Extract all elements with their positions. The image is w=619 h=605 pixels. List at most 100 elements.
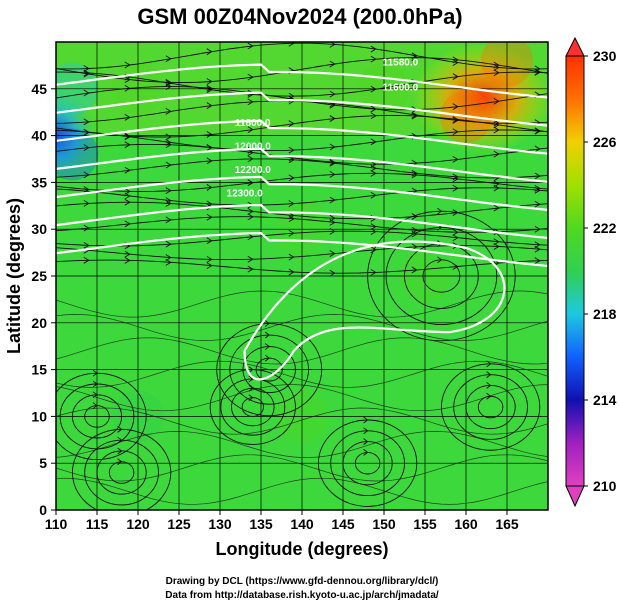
vortex-arrow: [92, 369, 98, 377]
streamline-arrow: [124, 133, 131, 141]
streamline-13: [56, 71, 548, 97]
streamline-arrow: [83, 89, 90, 97]
height-contours: 11580.0 11600.0 11800.0 12000.0 12200.0 12300…: [56, 57, 548, 381]
streamline-arrow: [247, 233, 254, 241]
streamline-arrow: [452, 156, 459, 163]
streamline-arrow: [165, 240, 172, 248]
streamline-arrow: [165, 139, 172, 146]
streamline-arrow: [165, 254, 172, 261]
contour-label: 11580.0: [383, 57, 419, 68]
streamline-arrow: [124, 250, 131, 258]
vortex-arrow: [92, 380, 98, 388]
streamline-arrow: [83, 224, 90, 232]
streamline-arrow: [370, 45, 377, 53]
streamline-10: [56, 115, 548, 138]
y-tick-label: 10: [31, 408, 47, 424]
streamline-arrow: [247, 213, 254, 221]
streamline-arrow: [288, 215, 295, 223]
contour-label: 12000.0: [235, 142, 272, 153]
streamline-8: [56, 143, 548, 165]
x-tick-label: 140: [290, 516, 314, 532]
streamline-arrow: [83, 128, 90, 136]
streamline-arrow: [534, 145, 541, 153]
colorbar-tick-label: 222: [593, 220, 617, 236]
streamline-arrow: [534, 127, 541, 135]
streamline-arrow: [247, 73, 254, 81]
x-tick-label: 115: [86, 516, 109, 532]
streamline-arrow: [288, 92, 295, 100]
y-tick-label: 0: [39, 502, 47, 518]
streamline-arrow: [534, 65, 541, 73]
colorbar-tick-label: 226: [593, 134, 617, 150]
y-tick-label: 45: [31, 81, 47, 97]
vortex-arrow: [363, 427, 369, 435]
streamline-arrow: [452, 184, 459, 192]
streamline-arrow: [165, 161, 172, 169]
streamline-17: [56, 454, 548, 482]
y-tick-label: 20: [31, 315, 47, 331]
x-tick-label: 150: [372, 516, 396, 532]
streamline-arrow: [206, 78, 213, 85]
streamline-7: [56, 158, 548, 179]
x-tick-label: 120: [126, 516, 150, 532]
streamline-arrow: [329, 159, 336, 167]
streamline-arrow: [493, 243, 500, 250]
streamline-arrow: [370, 191, 377, 199]
streamline-arrow: [370, 138, 377, 146]
y-tick-label: 40: [31, 128, 47, 144]
streamline-arrow: [124, 188, 131, 195]
vortex-arrow: [264, 343, 270, 350]
streamline-arrow: [411, 169, 418, 177]
streamline-arrow: [534, 225, 541, 233]
streamline-arrow: [165, 55, 172, 63]
y-tick-label: 35: [31, 174, 47, 190]
streamline-arrow: [329, 171, 336, 178]
streamline-15: [56, 42, 548, 70]
streamline-arrow: [370, 169, 377, 177]
streamline-arrow: [124, 76, 131, 84]
vortex-arrow: [248, 366, 254, 373]
streamline-arrow: [124, 141, 131, 149]
streamline-16: [56, 477, 548, 505]
colorbar-ticks: 210 214 218 222 226 230: [584, 48, 617, 494]
streamline-arrow: [165, 107, 172, 115]
streamline-arrow: [165, 197, 172, 204]
x-axis-ticks: 110 115 120 125 130 135 140 145 150 155 160 165: [45, 510, 519, 532]
vortex-arrow: [248, 375, 254, 383]
streamline-arrow: [452, 234, 459, 242]
streamline-arrow: [124, 220, 131, 228]
streamline-arrow: [493, 204, 500, 212]
streamline-arrow: [370, 55, 377, 63]
streamline-arrow: [493, 97, 500, 105]
streamline-arrow: [288, 212, 295, 219]
streamline-arrow: [124, 61, 131, 69]
streamline-arrow: [493, 69, 500, 77]
streamline-arrow: [288, 174, 295, 182]
streamline-5: [56, 187, 548, 206]
contour-label: 11600.0: [383, 83, 419, 94]
streamline-arrow: [493, 180, 500, 188]
x-tick-label: 145: [331, 516, 355, 532]
streamline-9: [56, 129, 548, 152]
x-tick-label: 125: [167, 516, 191, 532]
streamline-arrow: [370, 228, 377, 235]
contour-line-1: [56, 91, 548, 127]
streamline-arrow: [493, 119, 500, 127]
x-axis-label: Longitude (degrees): [215, 539, 388, 559]
streamline-arrow: [493, 64, 500, 71]
streamline-arrow: [288, 42, 295, 47]
vortex-arrow: [363, 416, 369, 424]
streamline-arrow: [370, 85, 377, 93]
vortex-arrow: [264, 354, 270, 362]
streamline-arrow: [206, 255, 213, 263]
streamline-arrow: [165, 187, 172, 195]
streamline-arrow: [206, 84, 213, 92]
streamline-arrow: [288, 268, 295, 276]
streamline-arrow: [206, 131, 213, 138]
streamline-arrow: [452, 103, 459, 111]
colorbar-tick-label: 210: [593, 478, 617, 494]
streamline-arrow: [329, 101, 336, 109]
streamline-arrow: [288, 146, 295, 154]
streamline-arrow: [206, 213, 213, 221]
